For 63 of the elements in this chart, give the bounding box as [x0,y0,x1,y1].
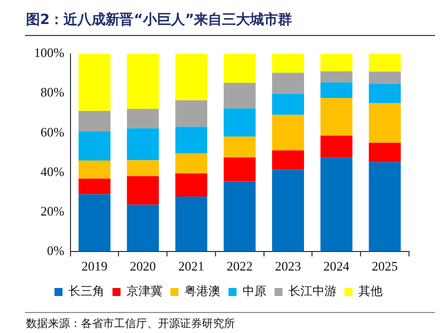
bar [126,54,159,109]
x-tick-label: 2023 [275,258,302,274]
bar [126,204,159,252]
bar [78,110,110,132]
legend-label: 其他 [358,284,382,298]
x-tick-label: 2020 [130,258,156,274]
bar [368,103,401,143]
bar [272,114,304,150]
bar [126,176,159,205]
bar [368,84,401,104]
y-tick-label: 100% [34,45,64,60]
bar [224,181,256,252]
bar [272,72,304,94]
bar [368,142,401,162]
chart-title: 图2：近八成新晋“小巨人”来自三大城市群 [26,11,292,29]
bar [78,178,110,194]
bar [272,54,304,73]
bar [78,194,110,252]
bar [272,150,304,170]
y-tick-label: 20% [40,203,64,218]
bar [224,82,256,108]
bar [126,108,159,128]
bar [320,54,352,72]
bar [224,108,256,137]
bar [320,71,352,82]
bar [126,128,159,160]
x-tick-label: 2025 [372,258,398,274]
x-tick-label: 2021 [178,258,204,274]
y-tick-label: 80% [40,84,64,100]
y-tick-label: 40% [40,164,64,179]
y-tick-label: 0% [46,242,64,258]
bar [320,157,352,252]
bar [175,54,208,100]
y-tick-label: 60% [40,124,64,140]
bar [368,72,401,84]
bar [175,126,208,154]
x-tick-label: 2022 [226,258,253,274]
legend-label: 京津冀 [126,284,162,298]
legend-label: 长江中游 [288,284,336,298]
bar [126,160,159,176]
bar [175,173,208,196]
bar [78,131,110,161]
bar [175,153,208,174]
legend-label: 长三角 [68,284,104,298]
legend-label: 粤港澳 [184,284,220,298]
x-tick-label: 2024 [323,258,350,274]
legend-label: 中原 [242,284,266,298]
bar [272,94,304,115]
x-tick-label: 2019 [82,258,108,274]
bar [272,170,304,252]
source-note: 数据来源：各省市工信厅、开源证券研究所 [26,316,235,331]
bar [175,196,208,252]
bar [368,162,401,252]
bar [320,136,352,158]
bar [320,82,352,98]
bar [224,136,256,158]
bar [78,160,110,179]
bar [78,54,110,111]
bar [224,157,256,182]
bar [175,100,208,127]
bar [320,98,352,136]
bar [368,54,401,72]
bar [224,54,256,83]
